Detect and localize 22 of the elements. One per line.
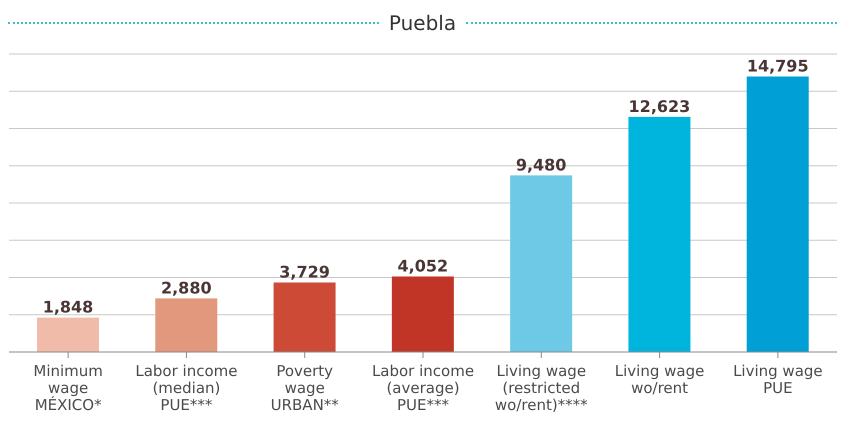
data-label: 1,848 — [42, 298, 94, 317]
data-label: 4,052 — [398, 256, 448, 276]
x-tick-label: Labor income (average) PUE*** — [372, 362, 474, 414]
x-tick-label: Labor income (median) PUE*** — [135, 362, 238, 414]
data-label: 14,795 — [746, 56, 809, 76]
data-label: 9,480 — [516, 155, 566, 174]
bar — [274, 282, 336, 352]
x-tick-label: Living wage wo/rent — [614, 362, 704, 397]
bar — [155, 298, 218, 352]
chart-title: Puebla — [388, 11, 458, 35]
bar — [628, 116, 690, 352]
x-tick-label: Living wage PUE — [733, 362, 823, 397]
data-label: 12,623 — [628, 96, 690, 116]
x-tick-label: Minimum wage MÉXICO* — [33, 362, 103, 414]
x-tick-label: Living wage (restricted wo/rent)**** — [494, 362, 588, 414]
data-label: 3,729 — [279, 262, 330, 282]
x-tick-label: Poverty wage URBAN** — [270, 362, 340, 414]
bar — [746, 76, 809, 352]
bar — [392, 276, 454, 352]
data-label: 2,880 — [160, 278, 212, 298]
bar — [37, 318, 99, 352]
bar — [510, 175, 572, 352]
